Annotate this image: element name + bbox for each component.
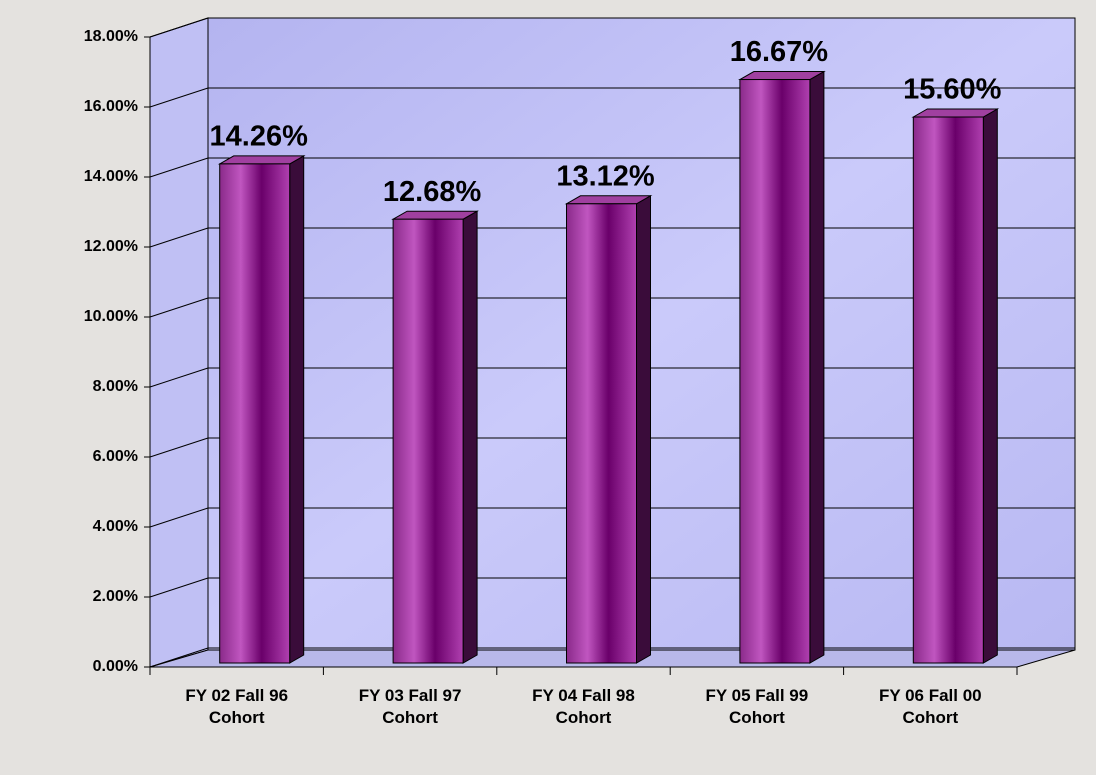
grid-line bbox=[149, 507, 209, 528]
data-label: 14.26% bbox=[210, 121, 309, 153]
data-label: 13.12% bbox=[556, 160, 655, 192]
y-tick-label: 2.00% bbox=[93, 588, 138, 605]
bar-top bbox=[564, 195, 653, 205]
x-tick-label: FY 03 Fall 97 Cohort bbox=[358, 686, 462, 727]
x-tick-label: FY 04 Fall 98 Cohort bbox=[532, 686, 635, 727]
bar-top bbox=[217, 155, 306, 165]
bar-top bbox=[738, 71, 826, 81]
y-tick-label: 16.00% bbox=[84, 98, 138, 115]
y-tick-label: 6.00% bbox=[93, 448, 138, 465]
bar bbox=[219, 163, 291, 664]
bar bbox=[566, 203, 637, 664]
y-tick-label: 8.00% bbox=[93, 378, 138, 395]
y-tick-label: 18.00% bbox=[84, 28, 138, 45]
grid-line bbox=[149, 87, 209, 108]
bar-side bbox=[809, 70, 825, 664]
grid-line bbox=[149, 577, 209, 598]
x-tick-label: FY 02 Fall 96 Cohort bbox=[185, 686, 289, 727]
bar-side bbox=[289, 155, 305, 664]
y-tick-label: 12.00% bbox=[84, 238, 138, 255]
grid-line bbox=[149, 437, 209, 458]
data-label: 15.60% bbox=[903, 74, 1002, 106]
bar bbox=[912, 116, 984, 664]
data-label: 16.67% bbox=[730, 36, 829, 68]
bar-side bbox=[636, 194, 651, 664]
data-label: 12.68% bbox=[383, 176, 482, 208]
bar-side bbox=[462, 210, 478, 664]
bar bbox=[739, 79, 811, 664]
grid-line bbox=[149, 647, 209, 668]
y-tick-label: 0.00% bbox=[93, 658, 138, 675]
grid-line bbox=[149, 297, 209, 318]
grid-line bbox=[149, 227, 209, 248]
grid-line bbox=[149, 157, 209, 178]
y-tick-label: 10.00% bbox=[84, 308, 138, 325]
x-tick-label: FY 05 Fall 99 Cohort bbox=[705, 686, 809, 727]
side-wall bbox=[149, 17, 209, 668]
bar-side bbox=[982, 108, 998, 664]
bar-top bbox=[391, 210, 479, 220]
grid-line bbox=[149, 367, 209, 388]
bar-top bbox=[911, 108, 1000, 118]
grid-line bbox=[149, 17, 209, 38]
y-tick-label: 14.00% bbox=[84, 168, 138, 185]
y-tick-label: 4.00% bbox=[93, 518, 138, 535]
bar bbox=[392, 218, 464, 664]
x-tick-label: FY 06 Fall 00 Cohort bbox=[878, 686, 982, 727]
